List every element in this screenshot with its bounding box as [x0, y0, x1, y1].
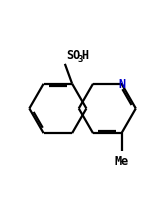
Text: H: H: [81, 49, 88, 62]
Text: Me: Me: [114, 154, 129, 167]
Text: 3: 3: [78, 54, 83, 63]
Text: N: N: [119, 78, 126, 91]
Text: SO: SO: [67, 49, 81, 62]
